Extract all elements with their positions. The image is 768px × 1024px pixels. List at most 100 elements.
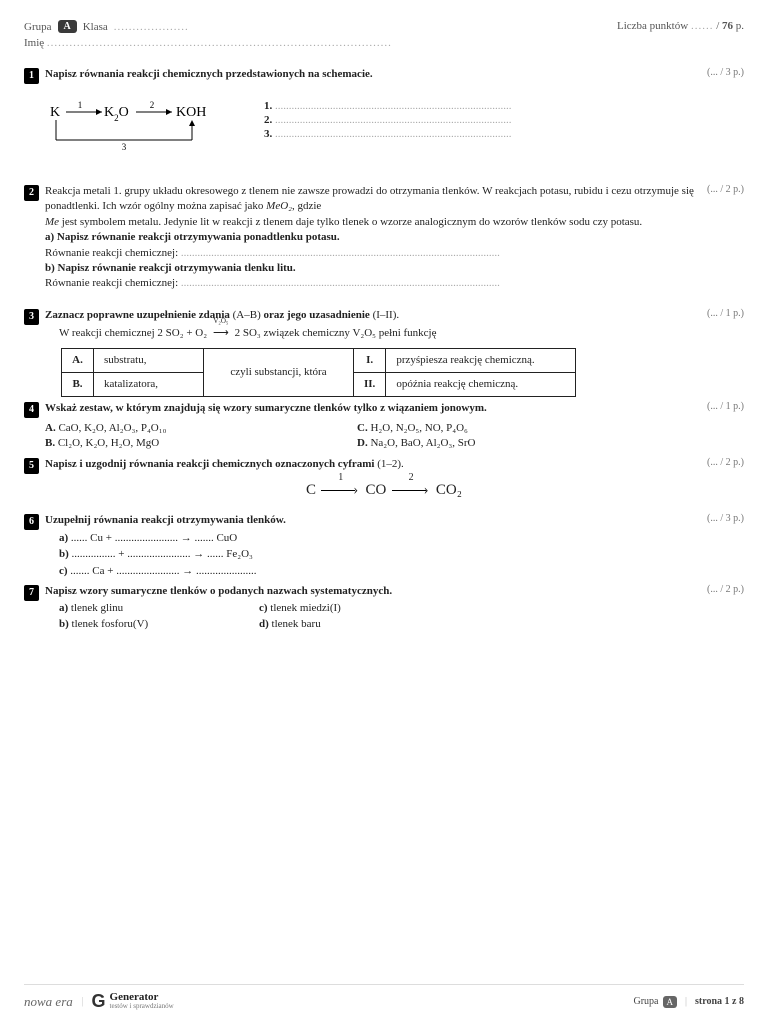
points-suffix: p. [736, 20, 744, 32]
q5-range: (1–2). [374, 458, 403, 470]
q4-points: (... / 1 p.) [707, 401, 744, 412]
footer-page: strona 1 z 8 [695, 996, 744, 1007]
q2-a-label: Równanie reakcji chemicznej: [45, 247, 178, 259]
question-3: 3 Zaznacz poprawne uzupełnienie zdania (… [24, 308, 695, 398]
qnum-1: 1 [24, 68, 39, 84]
group-badge: A [58, 20, 77, 33]
q3-II-txt: opóźnia reakcję chemiczną. [386, 372, 576, 396]
q7-a: tlenek glinu [68, 602, 123, 614]
q1-l2: 2. [264, 114, 272, 126]
q3-table: A. substratu, czyli substancji, która I.… [61, 348, 576, 398]
q7-points: (... / 2 p.) [707, 584, 744, 595]
question-1: 1 Napisz równania reakcji chemicznych pr… [24, 67, 695, 84]
generator-g-icon: G [92, 991, 106, 1012]
q2-b-title: b) Napisz równanie reakcji otrzymywania … [45, 261, 695, 276]
q7-al: a) [59, 602, 68, 614]
q1-points: (... / 3 p.) [707, 67, 744, 78]
header-left: Grupa A Klasa .................... [24, 20, 189, 33]
footer-left: nowa era | G Generator testów i sprawdzi… [24, 991, 174, 1012]
q6-a: ...... Cu + ....................... → ..… [68, 532, 237, 544]
points-sep: / [716, 20, 719, 32]
q3-tb: (A–B) [230, 309, 264, 321]
scheme-edge-2: 2 [150, 100, 155, 110]
q3-B-txt: katalizatora, [94, 372, 204, 396]
points-total: 76 [722, 20, 733, 32]
footer-right: Grupa A | strona 1 z 8 [634, 996, 745, 1008]
q3-tc: oraz jego uzasadnienie [263, 309, 369, 321]
scheme-node-KOH: KOH [176, 105, 206, 120]
q6-cl: c) [59, 565, 68, 577]
q2-a-dots: ........................................… [181, 247, 500, 259]
q1-answer-lines: 1. .....................................… [264, 100, 512, 142]
q2-b-dots: ........................................… [181, 277, 500, 289]
q3-A-lbl: A. [62, 348, 94, 372]
q5-title: Napisz i uzgodnij równania reakcji chemi… [45, 458, 374, 470]
q7-title: Napisz wzory sumaryczne tlenków o podany… [45, 584, 695, 599]
q7-b: tlenek fosforu(V) [69, 618, 148, 630]
q1-dots3: ........................................… [275, 128, 512, 140]
name-label: Imię [24, 37, 44, 49]
q6-title: Uzupełnij równania reakcji otrzymywania … [45, 513, 695, 528]
q3-I-lbl: I. [354, 348, 386, 372]
question-2: 2 Reakcja metali 1. grupy układu okresow… [24, 184, 695, 292]
q6-c: ....... Ca + ....................... → .… [68, 565, 257, 577]
q3-sb: 2 SO₃ związek chemiczny V₂O₅ pełni funkc… [232, 327, 437, 339]
points-dots: ...... [691, 20, 714, 32]
q7-c: tlenek miedzi(I) [268, 602, 341, 614]
q3-ta: Zaznacz poprawne uzupełnienie zdania [45, 309, 230, 321]
q4-A: CaO, K₂O, Al₂O₃, P₄O₁₀ [56, 422, 167, 434]
generator-logo: G Generator testów i sprawdzianów [92, 991, 174, 1012]
q3-points: (... / 1 p.) [707, 308, 744, 319]
q4-D: Na₂O, BaO, Al₂O₃, SrO [368, 437, 476, 449]
question-6: 6 Uzupełnij równania reakcji otrzymywani… [24, 513, 695, 580]
q2-p1b: , gdzie [292, 200, 321, 212]
name-row: Imię ...................................… [24, 37, 744, 49]
scheme-edge-1: 1 [78, 100, 83, 110]
q4-title: Wskaż zestaw, w którym znajdują się wzor… [45, 401, 695, 416]
q6-b: ................ + .....................… [69, 548, 253, 560]
qnum-7: 7 [24, 585, 39, 601]
class-label: Klasa [83, 21, 108, 33]
q2-b-label: Równanie reakcji chemicznej: [45, 277, 178, 289]
q1-title: Napisz równania reakcji chemicznych prze… [45, 68, 373, 80]
q1-l3: 3. [264, 128, 272, 140]
q3-sa: W reakcji chemicznej 2 SO₂ + O₂ [59, 327, 210, 339]
q3-I-txt: przyśpiesza reakcję chemiczną. [386, 348, 576, 372]
q2-me: Me [45, 216, 59, 228]
question-4: 4 Wskaż zestaw, w którym znajdują się wz… [24, 401, 695, 451]
q7-dl: d) [259, 618, 269, 630]
q7-bl: b) [59, 618, 69, 630]
q2-p2b: jest symbolem metalu. Jedynie lit w reak… [59, 216, 642, 228]
footer: nowa era | G Generator testów i sprawdzi… [24, 984, 744, 1012]
q1-scheme-svg: K 1 K2O 2 KOH 3 [44, 100, 224, 154]
q3-arrow: ⟶ [213, 327, 229, 339]
q7-cl: c) [259, 602, 268, 614]
q2-a-title: a) Napisz równanie reakcji otrzymywania … [45, 230, 695, 245]
q4-Dl: D. [357, 437, 368, 449]
q3-td: (I–II). [370, 309, 399, 321]
q5-c: CO₂ [436, 482, 462, 498]
q4-Al: A. [45, 422, 56, 434]
footer-group: Grupa [634, 996, 659, 1007]
points-prefix: Liczba punktów [617, 20, 688, 32]
q3-cat: V₂O₅ [210, 317, 232, 327]
q6-points: (... / 3 p.) [707, 513, 744, 524]
header-top: Grupa A Klasa .................... Liczb… [24, 20, 744, 33]
qnum-2: 2 [24, 185, 39, 201]
q4-Bl: B. [45, 437, 55, 449]
q6-al: a) [59, 532, 68, 544]
class-dots: .................... [114, 21, 189, 33]
scheme-node-K: K [50, 105, 60, 120]
q4-C: H₂O, N₂O₅, NO, P₄O₆ [368, 422, 468, 434]
q4-Cl: C. [357, 422, 368, 434]
q3-II-lbl: II. [354, 372, 386, 396]
q5-eq: C 1 › CO 2 › CO₂ [24, 482, 744, 499]
scheme-edge-3: 3 [122, 142, 127, 152]
q6-bl: b) [59, 548, 69, 560]
name-dots: ........................................… [47, 37, 392, 49]
q3-A-txt: substratu, [94, 348, 204, 372]
footer-gen-sub: testów i sprawdzianów [110, 1003, 174, 1009]
q1-l1: 1. [264, 100, 272, 112]
q2-p1: Reakcja metali 1. grupy układu okresoweg… [45, 185, 694, 212]
q4-B: Cl₂O, K₂O, H₂O, MgO [55, 437, 159, 449]
